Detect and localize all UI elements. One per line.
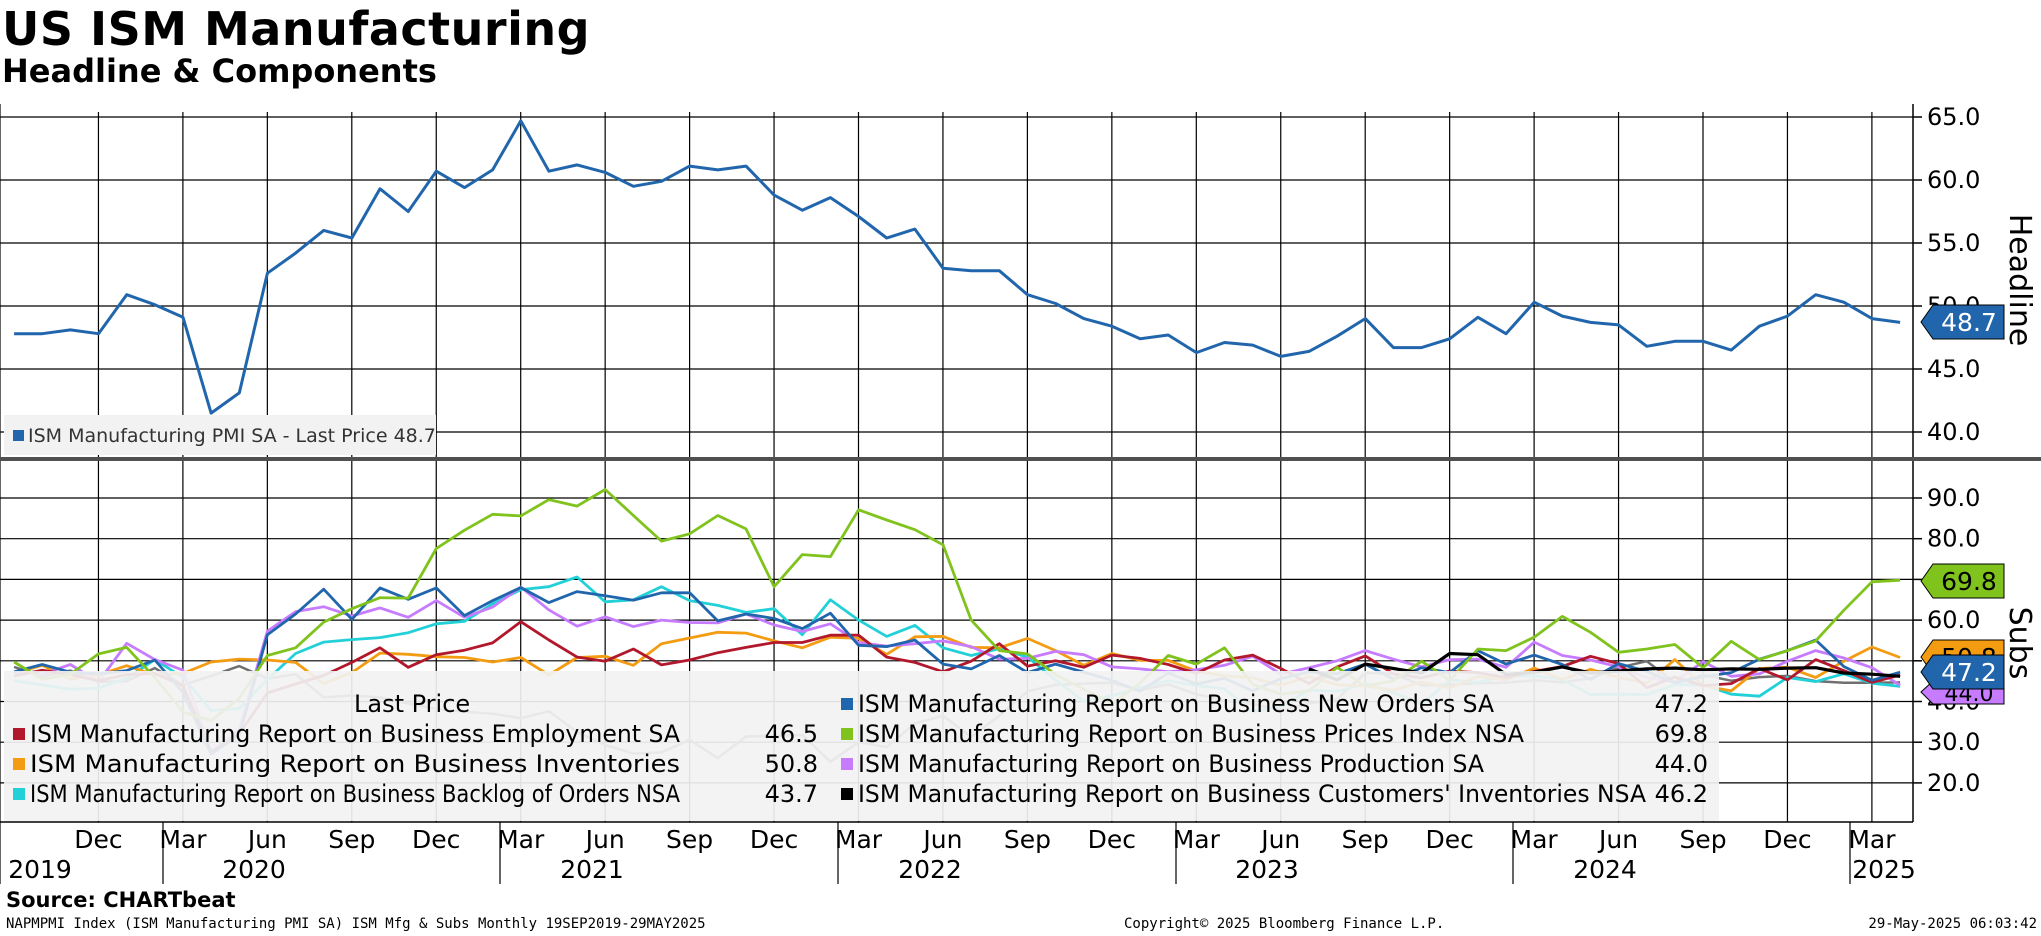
legend-series-name: ISM Manufacturing Report on Business Bac… [30, 780, 681, 808]
top-y-tick-label: 60.0 [1927, 166, 1980, 194]
bottom-y-tick-label: 80.0 [1927, 525, 1980, 553]
legend-header-last-price: Last Price [354, 690, 470, 718]
x-tick-month-label: Mar [835, 825, 883, 854]
legend-series-name: ISM Manufacturing Report on Business Cus… [858, 780, 1647, 808]
x-tick-month-label: Sep [666, 825, 713, 854]
legend-series-value: 46.2 [1655, 780, 1708, 808]
x-tick-month-label: Jun [246, 825, 287, 854]
legend-series-name: ISM Manufacturing Report on Business Emp… [30, 720, 681, 748]
x-tick-month-label: Sep [1004, 825, 1051, 854]
x-tick-month-label: Jun [584, 825, 625, 854]
top-y-tick-label: 55.0 [1927, 229, 1980, 257]
new-orders-value-tag-label: 47.2 [1941, 658, 1997, 687]
x-tick-month-label: Dec [74, 825, 122, 854]
legend-series-value: 43.7 [765, 780, 818, 808]
legend-series-name: ISM Manufacturing Report on Business Inv… [30, 750, 680, 778]
legend-swatch [13, 788, 25, 800]
x-tick-month-label: Sep [1342, 825, 1389, 854]
footer-timestamp: 29-May-2025 06:03:42 [1868, 916, 2037, 932]
x-tick-month-label: Dec [1763, 825, 1811, 854]
legend-swatch [13, 728, 25, 740]
headline-value-tag: 48.7 [1920, 304, 2005, 340]
headline-axis-title: Headline [2002, 214, 2037, 347]
x-tick-month-label: Mar [1848, 825, 1896, 854]
x-tick-year-label: 2023 [1235, 855, 1299, 884]
headline-legend-box [4, 415, 436, 455]
legend-swatch [841, 698, 853, 710]
legend-series-name: ISM Manufacturing Report on Business New… [858, 690, 1495, 718]
x-tick-month-label: Mar [497, 825, 545, 854]
x-tick-month-label: Jun [1597, 825, 1638, 854]
x-tick-year-label: 2021 [560, 855, 624, 884]
x-tick-month-label: Dec [1088, 825, 1136, 854]
headline-legend-swatch [13, 430, 24, 441]
prices-value-tag-label: 69.8 [1941, 567, 1997, 596]
x-tick-year-label: 2020 [222, 855, 286, 884]
x-tick-month-label: Mar [1173, 825, 1221, 854]
headline-series-line [14, 119, 1901, 415]
chart-title: US ISM Manufacturing [2, 2, 591, 56]
legend-swatch [841, 728, 853, 740]
footer-copyright: Copyright© 2025 Bloomberg Finance L.P. [1124, 916, 1445, 932]
legend-series-value: 69.8 [1655, 720, 1708, 748]
prices-value-tag: 69.8 [1920, 563, 2005, 599]
x-tick-month-label: Sep [328, 825, 375, 854]
x-tick-month-label: Mar [159, 825, 207, 854]
new-orders-value-tag: 47.2 [1920, 654, 2005, 690]
new-orders-value-tag-shape [1920, 654, 2005, 690]
top-y-tick-label: 45.0 [1927, 355, 1980, 383]
legend-series-value: 50.8 [765, 750, 818, 778]
x-tick-year-label: 2022 [898, 855, 962, 884]
x-tick-month-label: Jun [921, 825, 962, 854]
legend-swatch [13, 758, 25, 770]
subs-legend-box [4, 671, 1719, 821]
x-tick-month-label: Dec [750, 825, 798, 854]
legend-swatch [841, 788, 853, 800]
chart-subtitle: Headline & Components [2, 52, 437, 90]
legend-series-name: ISM Manufacturing Report on Business Pro… [858, 750, 1485, 778]
bottom-y-tick-label: 30.0 [1927, 728, 1980, 756]
headline-value-tag-shape [1920, 304, 2005, 340]
prices-value-tag-shape [1920, 563, 2005, 599]
legend-series-value: 47.2 [1655, 690, 1708, 718]
top-y-tick-label: 65.0 [1927, 103, 1980, 131]
x-tick-month-label: Dec [1425, 825, 1473, 854]
x-tick-month-label: Mar [1511, 825, 1559, 854]
bottom-y-tick-label: 90.0 [1927, 484, 1980, 512]
bottom-y-tick-label: 60.0 [1927, 606, 1980, 634]
source-label: Source: CHARTbeat [6, 888, 236, 912]
legend-series-value: 44.0 [1655, 750, 1708, 778]
x-tick-month-label: Jun [1259, 825, 1300, 854]
legend-swatch [841, 758, 853, 770]
bottom-y-tick-label: 20.0 [1927, 769, 1980, 797]
legend-series-value: 46.5 [765, 720, 818, 748]
x-tick-year-label: 2025 [1852, 855, 1916, 884]
footer-description: NAPMPMI Index (ISM Manufacturing PMI SA)… [6, 916, 706, 932]
headline-legend-label: ISM Manufacturing PMI SA - Last Price 48… [28, 425, 436, 447]
x-tick-month-label: Dec [412, 825, 460, 854]
legend-series-name: ISM Manufacturing Report on Business Pri… [858, 720, 1525, 748]
prices-series-line [13, 488, 1901, 722]
x-tick-year-label: 2024 [1573, 855, 1637, 884]
top-y-tick-label: 40.0 [1927, 418, 1980, 446]
subs-axis-title: Subs [2002, 607, 2037, 680]
x-tick-month-label: Sep [1679, 825, 1726, 854]
x-tick-year-label: 2019 [8, 855, 72, 884]
headline-value-tag-label: 48.7 [1941, 308, 1997, 337]
